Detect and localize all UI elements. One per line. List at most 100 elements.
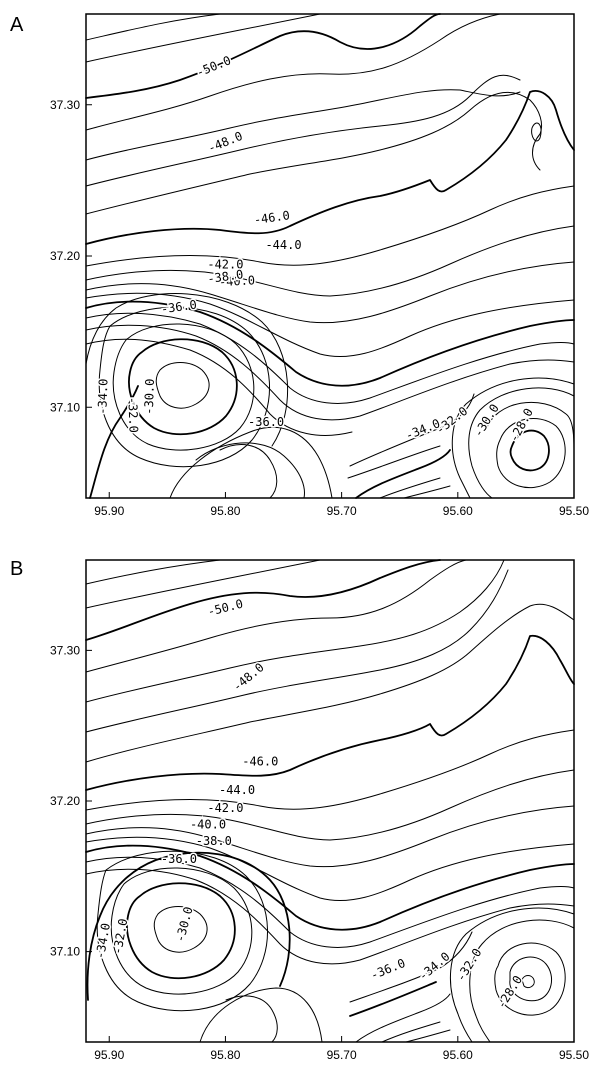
panel-b-x-tick-label: 95.50: [559, 1048, 589, 1062]
contour-line: [85, 559, 221, 585]
contour-line: [126, 882, 236, 980]
panel-a-y-tick-label: 37.20: [50, 249, 80, 263]
contour-line: [403, 485, 451, 499]
panel-b-letter: B: [10, 558, 24, 580]
contour-line: [496, 418, 566, 489]
contour-line: [169, 426, 333, 499]
contour-line: [521, 975, 535, 989]
contour-line: [85, 293, 289, 447]
contour-line: [85, 868, 575, 965]
panel-b-y-tick-label: 37.10: [50, 945, 80, 959]
contour-line: [85, 13, 441, 99]
panel-a-x-tick-label: 95.50: [559, 504, 589, 518]
contour-line: [85, 569, 509, 733]
contour-line: [110, 867, 253, 995]
contour-line: [96, 850, 268, 1012]
panel-b-contour-label: -40.0: [190, 818, 226, 832]
panel-b-contour-label: -34.0: [416, 949, 453, 983]
contour-line: [85, 89, 521, 161]
contour-line: [355, 449, 451, 499]
contour-line: [98, 306, 270, 468]
panel-b-contour-label: -48.0: [230, 660, 267, 694]
contour-line: [85, 13, 501, 131]
contour-line: [347, 445, 441, 479]
contour-line: [85, 13, 321, 63]
contour-line: [379, 477, 441, 499]
contour-line: [85, 559, 321, 609]
panel-a-contour-label: -32.0: [125, 396, 140, 433]
contour-line: [494, 942, 566, 1016]
panel-b-contours: [85, 559, 575, 1043]
contour-line: [381, 1021, 441, 1043]
contour-line: [85, 292, 575, 358]
panel-a-contour-label: -50.0: [194, 53, 233, 80]
contour-line: [85, 559, 505, 703]
contour-line: [85, 769, 575, 841]
panel-b: 95.90 95.80 95.70 95.60 95.50 37.30 37.20 37.10…: [50, 559, 589, 1062]
panel-a-x-tick-label: 95.70: [327, 504, 357, 518]
contour-line: [349, 931, 473, 1003]
contour-line: [199, 987, 323, 1043]
panel-a-x-tick-label: 95.90: [94, 504, 124, 518]
contour-line: [85, 634, 575, 791]
contour-line: [509, 956, 553, 1002]
panel-a-x-tick-label: 95.80: [210, 504, 240, 518]
panel-b-contour-label: -42.0: [207, 801, 243, 815]
panel-a-axes: 95.90 95.80 95.70 95.60 95.50 37.30 37.20 37.10: [50, 98, 589, 518]
panel-a-contour-label: -42.0: [207, 258, 243, 272]
panel-b-contour-label: -50.0: [206, 597, 244, 619]
contour-line: [85, 603, 575, 763]
panel-a-y-tick-label: 37.30: [50, 98, 80, 112]
contour-line: [509, 429, 550, 472]
panel-a-contour-label: -30.0: [142, 378, 157, 415]
panel-b-x-tick-label: 95.70: [327, 1048, 357, 1062]
contour-line: [219, 444, 278, 499]
contour-line: [85, 13, 221, 41]
contour-line: [85, 225, 575, 297]
contour-line: [112, 323, 255, 451]
panel-a: 95.90 95.80 95.70 95.60 95.50 37.30 37.20 37.10…: [50, 13, 589, 518]
contour-line: [85, 91, 543, 215]
panel-b-contour-label: -30.0: [173, 905, 196, 944]
panel-a-contour-label: -48.0: [206, 129, 245, 156]
panel-b-contour-label: -36.0: [161, 852, 197, 866]
contour-line: [153, 906, 208, 953]
panel-b-contour-label: -36.0: [369, 956, 408, 983]
panel-b-contour-label: -34.0: [93, 922, 113, 960]
panel-a-letter: A: [10, 14, 24, 36]
panel-b-contour-label: -32.0: [110, 917, 130, 955]
panel-a-contour-label: -34.0: [95, 378, 110, 415]
contour-line: [531, 122, 542, 142]
panel-b-x-tick-label: 95.60: [443, 1048, 473, 1062]
panel-a-contour-label: -30.0: [471, 402, 502, 440]
panel-a-y-tick-label: 37.10: [50, 400, 80, 414]
contour-line: [85, 300, 575, 387]
panel-b-contour-label: -46.0: [242, 754, 278, 768]
panel-a-contour-label: -44.0: [265, 238, 301, 252]
contour-line: [85, 559, 467, 673]
panel-a-contour-label: -40.0: [219, 273, 256, 289]
contour-line: [85, 729, 575, 811]
contour-line: [349, 393, 475, 467]
panel-b-contour-label: -38.0: [196, 834, 232, 848]
panel-b-contour-label: -28.0: [494, 973, 525, 1011]
panel-b-contour-label: -32.0: [453, 946, 484, 984]
contour-line: [225, 995, 278, 1043]
contour-line: [85, 805, 575, 868]
contour-line: [85, 312, 575, 404]
contour-line: [355, 993, 451, 1043]
contour-line: [85, 856, 575, 948]
contour-line: [85, 836, 575, 902]
panel-b-axes: 95.90 95.80 95.70 95.60 95.50 37.30 37.20 37.10: [50, 643, 589, 1062]
panel-a-contour-label: -36.0: [248, 415, 284, 429]
panel-b-x-tick-label: 95.90: [94, 1048, 124, 1062]
panel-a-contour-label: -36.0: [160, 297, 198, 316]
contour-line: [349, 981, 437, 1017]
panel-b-y-tick-label: 37.20: [50, 794, 80, 808]
contour-line: [85, 90, 575, 245]
panel-a-contour-label: -46.0: [253, 208, 291, 227]
contour-line: [451, 377, 575, 499]
contour-line: [89, 385, 139, 499]
panel-a-contour-label: -38.0: [206, 267, 244, 286]
